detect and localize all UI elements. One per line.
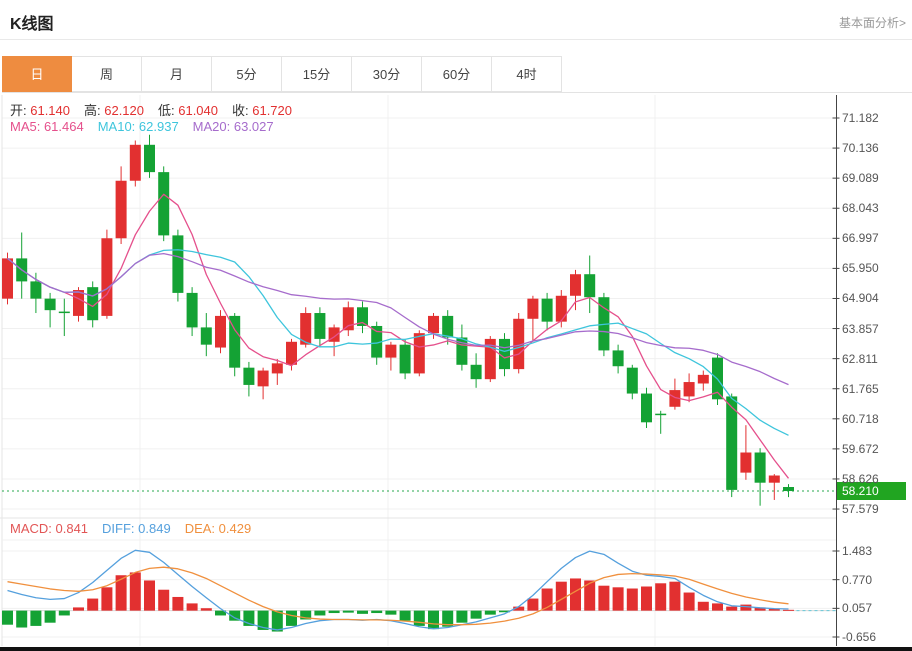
price-axis-label: 60.718 xyxy=(842,411,879,426)
ohlc-legend: 开: 61.140 高: 62.120 低: 61.040 收: 61.720 xyxy=(10,100,306,119)
price-axis-label: 66.997 xyxy=(842,231,879,246)
price-axis-label: 65.950 xyxy=(842,261,879,276)
tab-week[interactable]: 周 xyxy=(72,56,142,92)
price-axis-label: 63.857 xyxy=(842,321,879,336)
price-axis-label: 61.765 xyxy=(842,381,879,396)
tab-4hour[interactable]: 4时 xyxy=(492,56,562,92)
legend-item: MACD: 0.841 xyxy=(10,521,89,536)
header-divider xyxy=(0,39,912,40)
tab-5min[interactable]: 5分 xyxy=(212,56,282,92)
price-axis-label: 59.672 xyxy=(842,441,879,456)
price-axis-label: 64.904 xyxy=(842,291,879,306)
price-axis-label: 69.089 xyxy=(842,171,879,186)
price-axis-label: 57.579 xyxy=(842,502,879,517)
legend-item: DEA: 0.429 xyxy=(184,521,252,536)
interval-tab-strip: 日周月 5分 15分 30分 60分 4时 xyxy=(2,56,912,93)
legend-item: MA20: 63.027 xyxy=(192,119,274,134)
tab-day[interactable]: 日 xyxy=(2,56,72,92)
price-axis-label: 58.626 xyxy=(842,471,879,486)
current-price-badge: 58.210 xyxy=(837,482,906,501)
legend-item: MA10: 62.937 xyxy=(97,119,179,134)
legend-item: DIFF: 0.849 xyxy=(102,521,171,536)
legend-item: MA5: 61.464 xyxy=(10,119,84,134)
macd-axis-label: -0.656 xyxy=(842,630,877,644)
fundamental-analysis-link[interactable]: 基本面分析> xyxy=(838,16,906,30)
page-title: K线图 xyxy=(10,16,54,33)
macd-legend: MACD: 0.841 DIFF: 0.849 DEA: 0.429 xyxy=(10,521,265,536)
bottom-bar xyxy=(0,647,912,651)
macd-axis-label: 0.770 xyxy=(842,572,873,587)
tab-30min[interactable]: 30分 xyxy=(352,56,422,92)
legend-item: 低: 61.040 xyxy=(158,103,218,118)
legend-item: 开: 61.140 xyxy=(10,103,70,118)
tab-60min[interactable]: 60分 xyxy=(422,56,492,92)
price-axis-label: 62.811 xyxy=(842,351,878,366)
tab-month[interactable]: 月 xyxy=(142,56,212,92)
macd-axis-label: 0.057 xyxy=(842,601,873,616)
price-axis-label: 70.136 xyxy=(842,141,879,156)
macd-axis-label: 1.483 xyxy=(842,544,873,558)
price-axis-label: 68.043 xyxy=(842,201,879,216)
legend-item: 收: 61.720 xyxy=(232,103,292,118)
tab-15min[interactable]: 15分 xyxy=(282,56,352,92)
legend-item: 高: 62.120 xyxy=(84,103,144,118)
ma-legend: MA5: 61.464 MA10: 62.937 MA20: 63.027 xyxy=(10,119,288,134)
price-axis-label: 71.182 xyxy=(842,111,879,125)
